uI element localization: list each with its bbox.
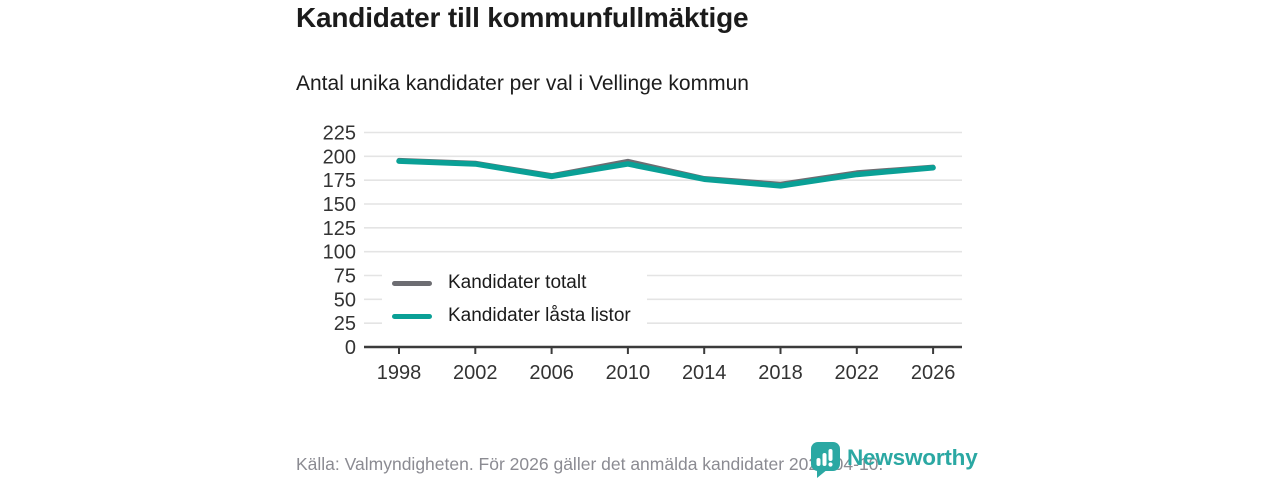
svg-text:2026: 2026: [911, 362, 956, 384]
svg-text:175: 175: [323, 170, 356, 192]
line-chart: 0 25 50 75 100 125 150 175 200 225 1998 2002 2006 201…: [296, 118, 986, 398]
page-subtitle: Antal unika kandidater per val i Velling…: [296, 72, 749, 95]
legend-label: Kandidater totalt: [448, 272, 587, 293]
source-note: Källa: Valmyndigheten. För 2026 gäller d…: [296, 454, 884, 474]
svg-text:1998: 1998: [377, 362, 422, 384]
svg-text:2018: 2018: [758, 362, 803, 384]
page-title: Kandidater till kommunfullmäktige: [296, 2, 749, 33]
svg-text:2014: 2014: [682, 362, 727, 384]
svg-text:0: 0: [345, 337, 356, 359]
svg-text:125: 125: [323, 218, 356, 240]
svg-text:50: 50: [334, 289, 356, 311]
legend-swatch-teal: [392, 313, 432, 319]
svg-text:200: 200: [323, 146, 356, 168]
svg-text:150: 150: [323, 194, 356, 216]
svg-text:75: 75: [334, 266, 356, 288]
newsworthy-logo: Newsworthy: [810, 441, 978, 479]
legend-item-lasta-listor: Kandidater låsta listor: [392, 303, 631, 329]
svg-text:100: 100: [323, 242, 356, 264]
svg-text:2022: 2022: [835, 362, 880, 384]
legend-item-totalt: Kandidater totalt: [392, 270, 631, 296]
svg-text:2002: 2002: [453, 362, 498, 384]
svg-text:225: 225: [323, 123, 356, 145]
newsworthy-wordmark: Newsworthy: [847, 445, 978, 470]
chart-legend: Kandidater totalt Kandidater låsta listo…: [382, 264, 647, 335]
svg-text:2006: 2006: [529, 362, 574, 384]
legend-swatch-gray: [392, 280, 432, 286]
legend-label: Kandidater låsta listor: [448, 305, 631, 326]
newsworthy-logo-icon: [811, 442, 840, 478]
svg-text:2010: 2010: [606, 362, 651, 384]
svg-text:25: 25: [334, 313, 356, 335]
